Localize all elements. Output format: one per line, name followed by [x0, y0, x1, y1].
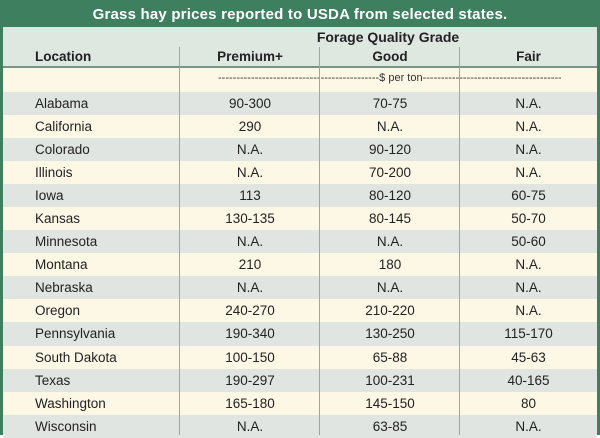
location-cell: Wisconsin [35, 418, 97, 434]
premium-cell: 290 [238, 119, 262, 135]
premium-cell: 190-297 [225, 372, 275, 388]
table-row: Kansas 130-135 80-145 50-70 [3, 207, 597, 231]
good-cell: 80-120 [368, 188, 412, 204]
fair-cell: 50-60 [511, 234, 546, 250]
premium-cell: N.A. [236, 280, 264, 296]
table-row: Colorado N.A. 90-120 N.A. [3, 138, 597, 162]
location-cell: Alabama [35, 96, 89, 111]
table-row: Alabama 90-300 70-75 N.A. [3, 92, 597, 116]
table-body: Alabama 90-300 70-75 N.A. California 290 N.A. N… [3, 92, 597, 438]
table-row: Nebraska N.A. N.A. N.A. [3, 276, 597, 300]
location-column-header: Location [35, 49, 92, 64]
good-cell: N.A. [376, 119, 404, 135]
location-cell: Minnesota [35, 234, 98, 250]
table-row: Illinois N.A. 70-200 N.A. [3, 161, 597, 185]
fair-cell: N.A. [515, 418, 542, 434]
location-cell: Colorado [35, 142, 90, 158]
fair-cell: 50-70 [511, 211, 546, 227]
table-row: Oregon 240-270 210-220 N.A. [3, 299, 597, 323]
location-cell: Pennsylvania [35, 326, 116, 342]
premium-cell: N.A. [236, 234, 264, 250]
fair-cell: 45-63 [511, 349, 546, 365]
good-cell: 100-231 [365, 372, 415, 388]
good-cell: 130-250 [365, 326, 415, 342]
location-cell: Montana [35, 257, 88, 273]
good-cell: 65-88 [372, 349, 408, 365]
fair-cell: 80 [520, 395, 537, 411]
units-label: ----------------------------------------… [218, 72, 561, 84]
table-row: Minnesota N.A. N.A. 50-60 [3, 230, 597, 254]
premium-cell: N.A. [236, 418, 264, 434]
premium-cell: 240-270 [225, 303, 275, 319]
good-cell: 70-75 [372, 96, 408, 111]
premium-cell: N.A. [236, 142, 264, 158]
good-cell: 210-220 [365, 303, 415, 319]
location-cell: Texas [35, 372, 71, 388]
table-row: California 290 N.A. N.A. [3, 115, 597, 139]
location-cell: Iowa [35, 188, 64, 204]
table-row: Wisconsin N.A. 63-85 N.A. [3, 414, 597, 438]
location-cell: Kansas [35, 211, 81, 227]
fair-cell: N.A. [515, 96, 542, 111]
premium-cell: 190-340 [225, 326, 275, 342]
premium-cell: 210 [238, 257, 262, 273]
column-divider [319, 47, 320, 435]
good-column-header: Good [372, 49, 408, 64]
good-cell: 70-200 [368, 165, 412, 181]
column-divider [459, 47, 460, 435]
fair-cell: 60-75 [511, 188, 546, 204]
grade-group-header: Forage Quality Grade [316, 29, 460, 45]
premium-cell: 130-135 [225, 211, 275, 227]
fair-cell: N.A. [515, 257, 542, 273]
table-row: Pennsylvania 190-340 130-250 115-170 [3, 322, 597, 346]
table-header: Forage Quality Grade Location Premium+ G… [3, 27, 597, 68]
fair-column-header: Fair [516, 49, 541, 64]
fair-cell: N.A. [515, 165, 542, 181]
table-title: Grass hay prices reported to USDA from s… [3, 3, 597, 27]
fair-cell: N.A. [515, 280, 542, 296]
units-row: ----------------------------------------… [3, 68, 597, 92]
column-divider [179, 47, 180, 435]
good-cell: 80-145 [368, 211, 412, 227]
good-cell: 180 [378, 257, 402, 273]
fair-cell: N.A. [515, 142, 542, 158]
premium-cell: 90-300 [228, 96, 272, 111]
table-row: South Dakota 100-150 65-88 45-63 [3, 345, 597, 369]
good-cell: 90-120 [368, 142, 412, 158]
premium-column-header: Premium+ [217, 49, 283, 64]
table-row: Washington 165-180 145-150 80 [3, 391, 597, 415]
good-cell: 63-85 [372, 418, 408, 434]
location-cell: Illinois [35, 165, 73, 181]
fair-cell: N.A. [515, 303, 542, 319]
good-cell: 145-150 [365, 395, 415, 411]
table-row: Iowa 113 80-120 60-75 [3, 184, 597, 208]
good-cell: N.A. [376, 234, 404, 250]
location-cell: Washington [35, 395, 106, 411]
premium-cell: 100-150 [225, 349, 275, 365]
premium-cell: 113 [239, 188, 261, 204]
location-cell: Oregon [35, 303, 81, 319]
fair-cell: 40-165 [507, 372, 550, 388]
premium-cell: 165-180 [225, 395, 275, 411]
table-row: Texas 190-297 100-231 40-165 [3, 368, 597, 392]
table-row: Montana 210 180 N.A. [3, 253, 597, 277]
location-cell: South Dakota [35, 349, 117, 365]
good-cell: N.A. [376, 280, 404, 296]
premium-cell: N.A. [236, 165, 264, 181]
fair-cell: 115-170 [504, 326, 553, 342]
location-cell: California [35, 119, 93, 135]
fair-cell: N.A. [515, 119, 542, 135]
location-cell: Nebraska [35, 280, 93, 296]
